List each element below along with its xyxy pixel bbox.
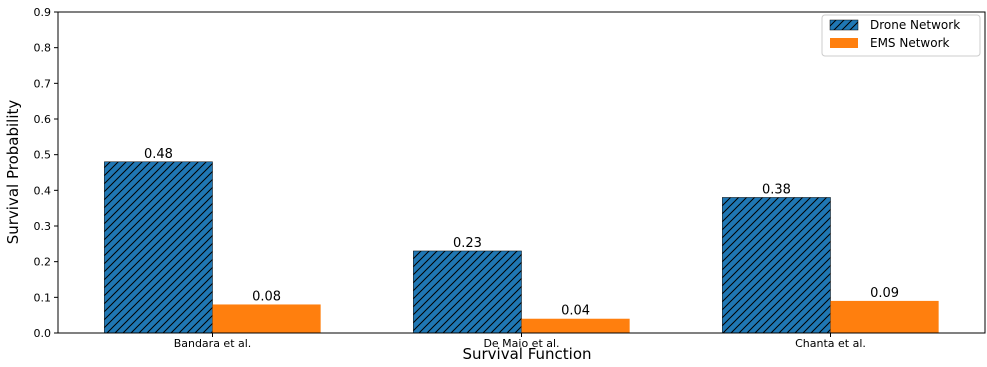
bar-ems-network [212, 304, 321, 333]
bar-value-label: 0.04 [561, 304, 590, 319]
y-tick-label: 0.0 [34, 327, 52, 340]
y-tick-label: 0.2 [34, 256, 52, 269]
y-axis-title: Survival Probability [4, 100, 22, 245]
bar-value-label: 0.38 [762, 182, 791, 197]
y-tick-label: 0.5 [34, 149, 52, 162]
y-tick-label: 0.7 [34, 77, 52, 90]
x-axis-title: Survival Function [462, 345, 591, 362]
bar-value-label: 0.09 [870, 286, 899, 301]
legend: Drone Network EMS Network [821, 14, 981, 57]
bar-ems-network [521, 318, 630, 333]
y-tick-label: 0.3 [34, 220, 52, 233]
legend-swatch-ems [830, 38, 858, 48]
legend-label-ems: EMS Network [870, 36, 950, 50]
bar-drone-network [722, 197, 831, 334]
bar-value-label: 0.48 [144, 147, 173, 162]
y-tick-label: 0.4 [34, 184, 52, 197]
y-tick-label: 0.8 [34, 42, 52, 55]
y-tick-label: 0.6 [34, 113, 52, 126]
bar-drone-network [413, 250, 522, 334]
y-axis: 0.0 0.1 0.2 0.3 0.4 0.5 0.6 0.7 0.8 0.9 [34, 6, 58, 340]
legend-label-drone: Drone Network [870, 18, 960, 32]
x-axis: Bandara et al. De Maio et al. Chanta et al… [174, 333, 866, 350]
legend-swatch-drone [829, 19, 859, 31]
x-tick-label: Chanta et al. [795, 337, 866, 350]
bar-ems-network [830, 300, 939, 333]
x-tick-label: De Maio et al. [483, 337, 559, 350]
bar-drone-network [104, 161, 213, 334]
y-tick-label: 0.1 [34, 291, 52, 304]
legend-frame [821, 14, 981, 57]
y-tick-label: 0.9 [34, 6, 52, 19]
x-tick-label: Bandara et al. [174, 337, 252, 350]
bar-value-label: 0.08 [252, 289, 281, 304]
bar-value-label: 0.23 [453, 236, 482, 251]
